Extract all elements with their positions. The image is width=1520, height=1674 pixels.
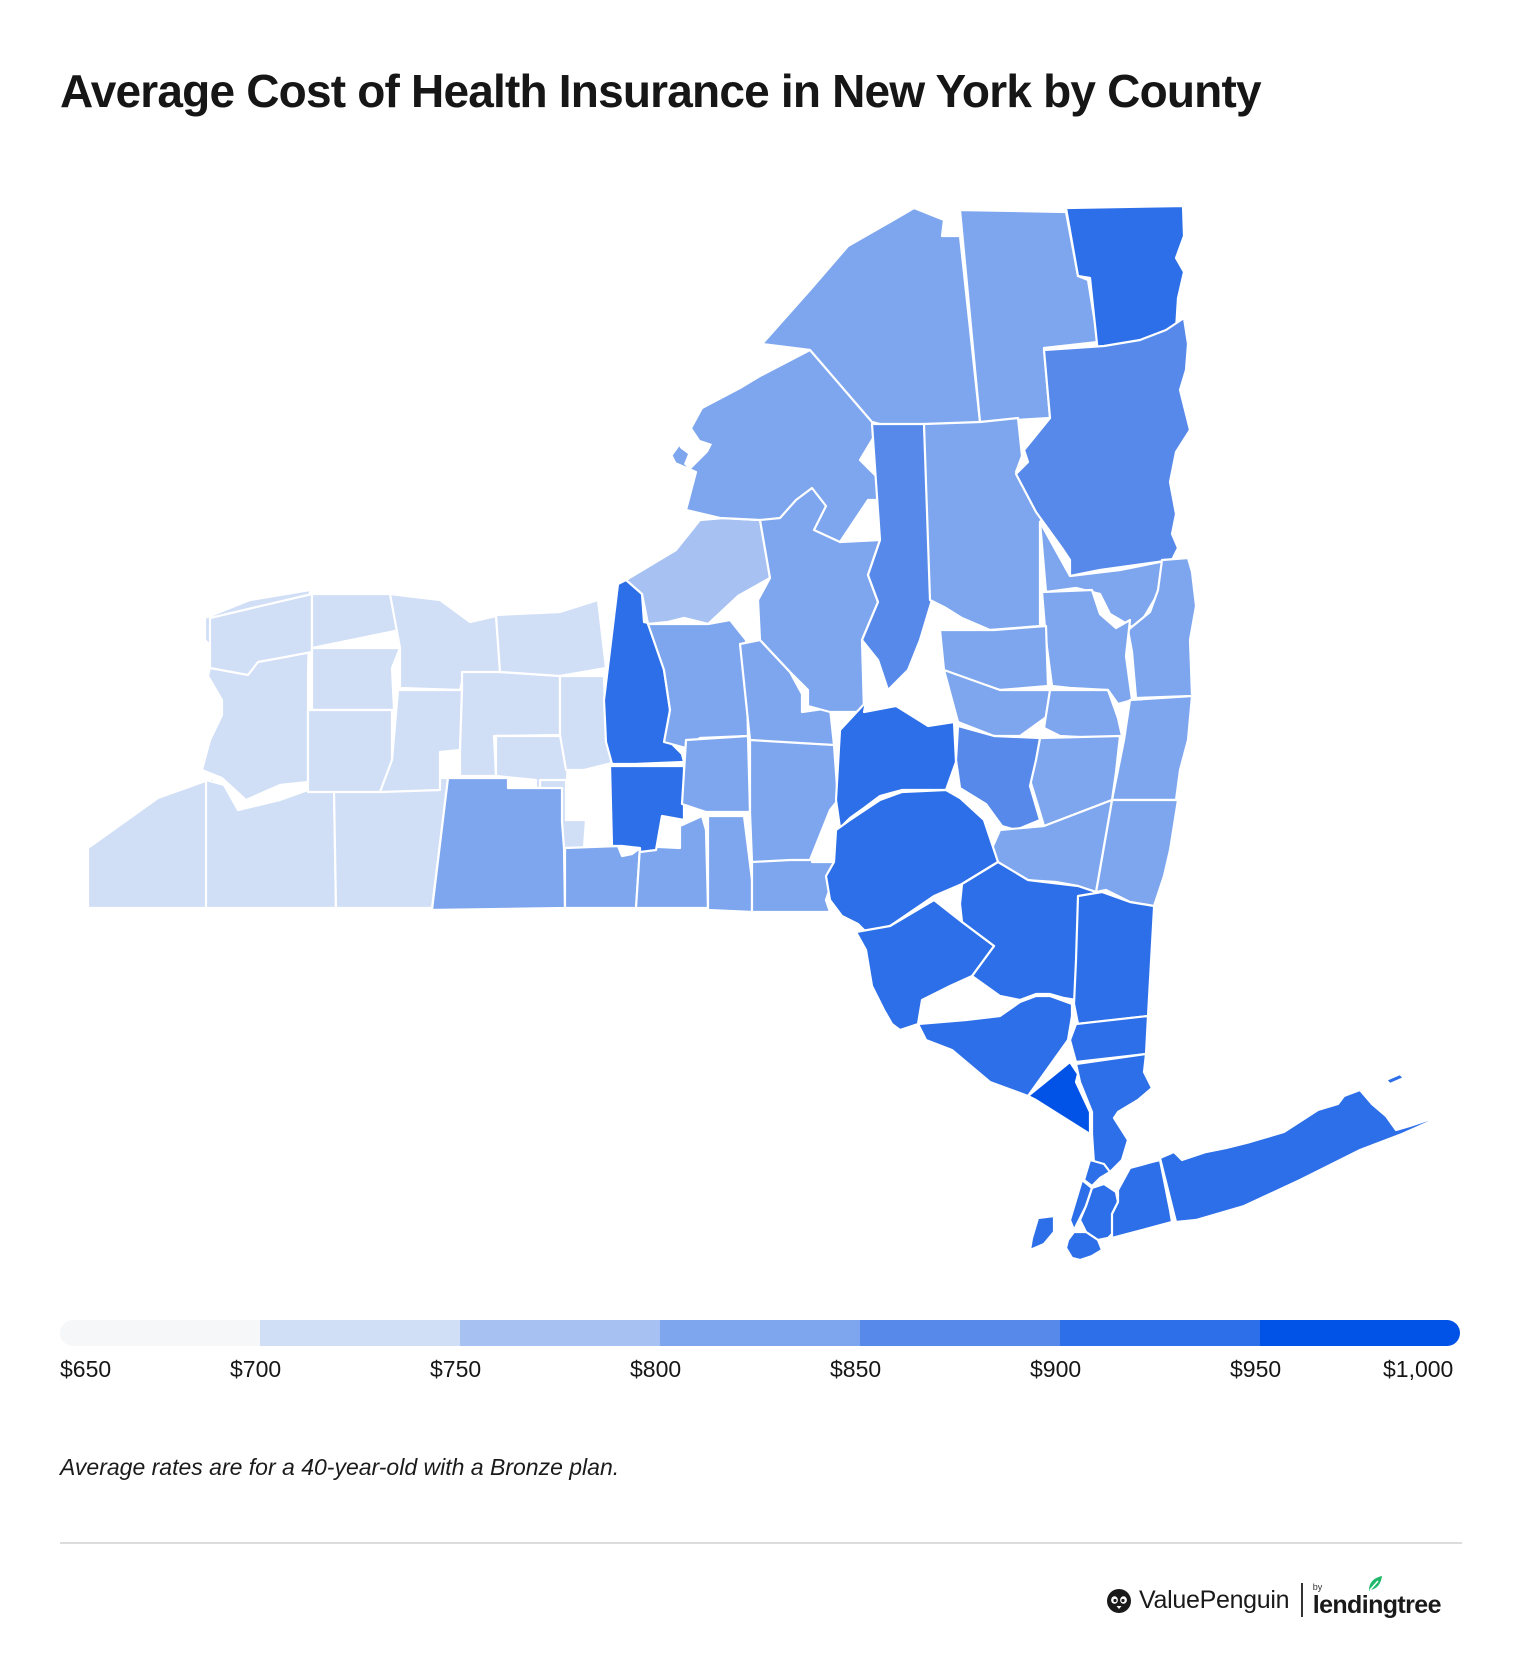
lake-islands: [664, 428, 712, 470]
county-brooklyn[interactable]: [1064, 1230, 1104, 1262]
footnote: Average rates are for a 40-year-old with…: [60, 1454, 620, 1480]
county-st-lawrence[interactable]: [760, 206, 982, 434]
legend-label-850: $850: [830, 1356, 882, 1382]
county-cortland-west[interactable]: [608, 764, 686, 854]
brand-lendingtree-text: lendingtree: [1312, 1590, 1442, 1619]
county-nassau[interactable]: [1110, 1158, 1174, 1240]
legend-labels: $650 $700 $750 $800 $850 $900 $950 $1,00…: [60, 1356, 1460, 1396]
legend-swatch-750-800: [460, 1320, 660, 1346]
county-rockland[interactable]: [1026, 1060, 1092, 1136]
legend-swatch-900-950: [1060, 1320, 1260, 1346]
county-oswego[interactable]: [624, 516, 772, 626]
legend-label-950: $950: [1230, 1356, 1282, 1382]
county-cattaraugus[interactable]: [204, 778, 338, 910]
chart-title: Average Cost of Health Insurance in New …: [60, 65, 1262, 117]
color-legend: $650 $700 $750 $800 $850 $900 $950 $1,00…: [60, 1320, 1460, 1396]
county-wayne[interactable]: [494, 598, 608, 678]
legend-swatch-800-850: [660, 1320, 860, 1346]
legend-swatch-850-900: [860, 1320, 1060, 1346]
brand-logo[interactable]: ValuePenguin by lendingtree: [1105, 1575, 1442, 1620]
county-essex[interactable]: [1014, 316, 1192, 578]
county-allegany[interactable]: [332, 776, 450, 910]
county-rensselaer[interactable]: [1110, 694, 1194, 802]
legend-swatch-700-750: [260, 1320, 460, 1346]
legend-label-700: $700: [230, 1356, 282, 1382]
county-chemung[interactable]: [563, 844, 642, 910]
county-chenango[interactable]: [748, 738, 840, 864]
county-delaware[interactable]: [824, 788, 1000, 940]
county-cortland[interactable]: [680, 734, 752, 814]
county-suffolk-island: [1384, 1072, 1406, 1086]
brand-separator: [1301, 1583, 1303, 1617]
brand-valuepenguin: ValuePenguin: [1139, 1585, 1290, 1614]
county-wyoming[interactable]: [306, 708, 394, 794]
county-orleans[interactable]: [310, 592, 402, 650]
legend-label-1000: $1,000: [1383, 1356, 1454, 1382]
county-tioga[interactable]: [706, 814, 754, 914]
penguin-logo-icon: [1107, 1589, 1131, 1613]
county-ulster[interactable]: [958, 860, 1098, 1002]
legend-label-800: $800: [630, 1356, 682, 1382]
county-dutchess[interactable]: [1072, 890, 1156, 1026]
county-staten-island[interactable]: [1028, 1214, 1056, 1252]
brand-by: by: [1312, 1581, 1323, 1592]
county-greene[interactable]: [984, 798, 1114, 894]
counties: [86, 204, 1440, 1262]
county-schenectady-area[interactable]: [1042, 688, 1124, 740]
footer-divider: [60, 1542, 1462, 1544]
county-orange[interactable]: [916, 994, 1074, 1098]
brand-lendingtree: by lendingtree: [1312, 1575, 1442, 1619]
legend-swatch-950-1000: [1260, 1320, 1460, 1346]
county-bronx[interactable]: [1082, 1158, 1112, 1188]
legend-swatch-650-700: [60, 1320, 260, 1346]
county-tompkins[interactable]: [634, 814, 710, 910]
legend-label-750: $750: [430, 1356, 482, 1382]
legend-label-900: $900: [1030, 1356, 1082, 1382]
county-steuben[interactable]: [430, 776, 567, 912]
legend-color-scale: [60, 1320, 1460, 1346]
legend-label-650: $650: [60, 1356, 112, 1382]
county-westchester[interactable]: [1074, 1052, 1154, 1174]
county-suffolk[interactable]: [1158, 1088, 1440, 1224]
county-chautauqua[interactable]: [86, 776, 216, 910]
county-herkimer-lower[interactable]: [942, 668, 1058, 738]
county-schoharie[interactable]: [954, 724, 1042, 832]
leaf-icon: [1368, 1575, 1382, 1591]
county-genesee[interactable]: [310, 646, 402, 712]
